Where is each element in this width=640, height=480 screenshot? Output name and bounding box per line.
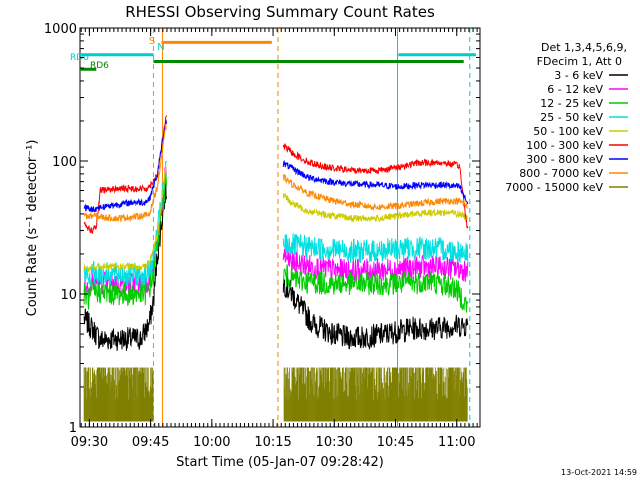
series-4-segment	[83, 165, 167, 273]
legend-header-2: FDecim 1, Att 0	[537, 55, 622, 68]
y-tick-label-2: 100	[52, 155, 77, 170]
series-5-segment	[83, 115, 167, 235]
plot-area	[79, 27, 481, 428]
timestamp: 13-Oct-2021 14:59	[561, 468, 637, 477]
series-3-segment	[282, 233, 469, 263]
legend-label-5: 100 - 300 keV	[526, 139, 603, 152]
legend-label-3: 25 - 50 keV	[540, 111, 603, 124]
series-8	[83, 367, 468, 422]
legend-label-0: 3 - 6 keV	[554, 69, 603, 82]
series-2-segment	[282, 264, 469, 313]
series-0-segment	[83, 178, 167, 351]
legend-header-1: Det 1,3,4,5,6,9,	[541, 41, 627, 54]
legend: Det 1,3,4,5,6,9, FDecim 1, Att 0 3 - 6 k…	[505, 41, 628, 194]
x-tick-label-3: 10:15	[254, 435, 291, 450]
y-tick-label-1: 10	[60, 288, 77, 303]
x-tick-label-0: 09:30	[71, 435, 108, 450]
annotation-label-2: RD6	[90, 61, 109, 71]
annotation-label-4: S	[149, 36, 155, 47]
y-axis-label: Count Rate (s⁻¹ detector⁻¹)	[25, 140, 40, 317]
series-6-segment	[83, 119, 167, 213]
legend-label-2: 12 - 25 keV	[540, 97, 603, 110]
series-5-segment	[282, 143, 469, 229]
x-tick-label-6: 11:00	[438, 435, 475, 450]
legend-label-7: 800 - 7000 keV	[519, 167, 603, 180]
ticks-layer: 09:30 09:45 10:00 10:15 10:30 10:45 11:00 1 10 10…	[44, 22, 480, 450]
series-layer	[83, 28, 471, 427]
annotation-label-0: RD0	[70, 53, 89, 63]
legend-label-1: 6 - 12 keV	[547, 83, 603, 96]
chart-title: RHESSI Observing Summary Count Rates	[125, 3, 435, 21]
y-tick-label-0: 1	[69, 421, 77, 436]
legend-label-8: 7000 - 15000 keV	[505, 181, 603, 194]
series-6-segment	[282, 159, 469, 205]
series-3-segment	[83, 160, 167, 288]
series-0-segment	[282, 275, 469, 350]
series-7-segment	[83, 123, 167, 223]
series-1-segment	[282, 246, 469, 283]
x-tick-label-1: 09:45	[132, 435, 169, 450]
series-7-segment	[282, 174, 468, 211]
x-tick-label-2: 10:00	[193, 435, 230, 450]
x-axis-label: Start Time (05-Jan-07 09:28:42)	[176, 455, 384, 470]
x-tick-label-4: 10:30	[316, 435, 353, 450]
series-4-segment	[282, 193, 468, 223]
series-2-segment	[83, 172, 167, 310]
annotation-label-5: N	[157, 42, 164, 53]
legend-label-6: 300 - 800 keV	[526, 153, 603, 166]
legend-label-4: 50 - 100 keV	[533, 125, 603, 138]
y-tick-label-3: 1000	[44, 22, 77, 37]
x-tick-label-5: 10:45	[377, 435, 414, 450]
